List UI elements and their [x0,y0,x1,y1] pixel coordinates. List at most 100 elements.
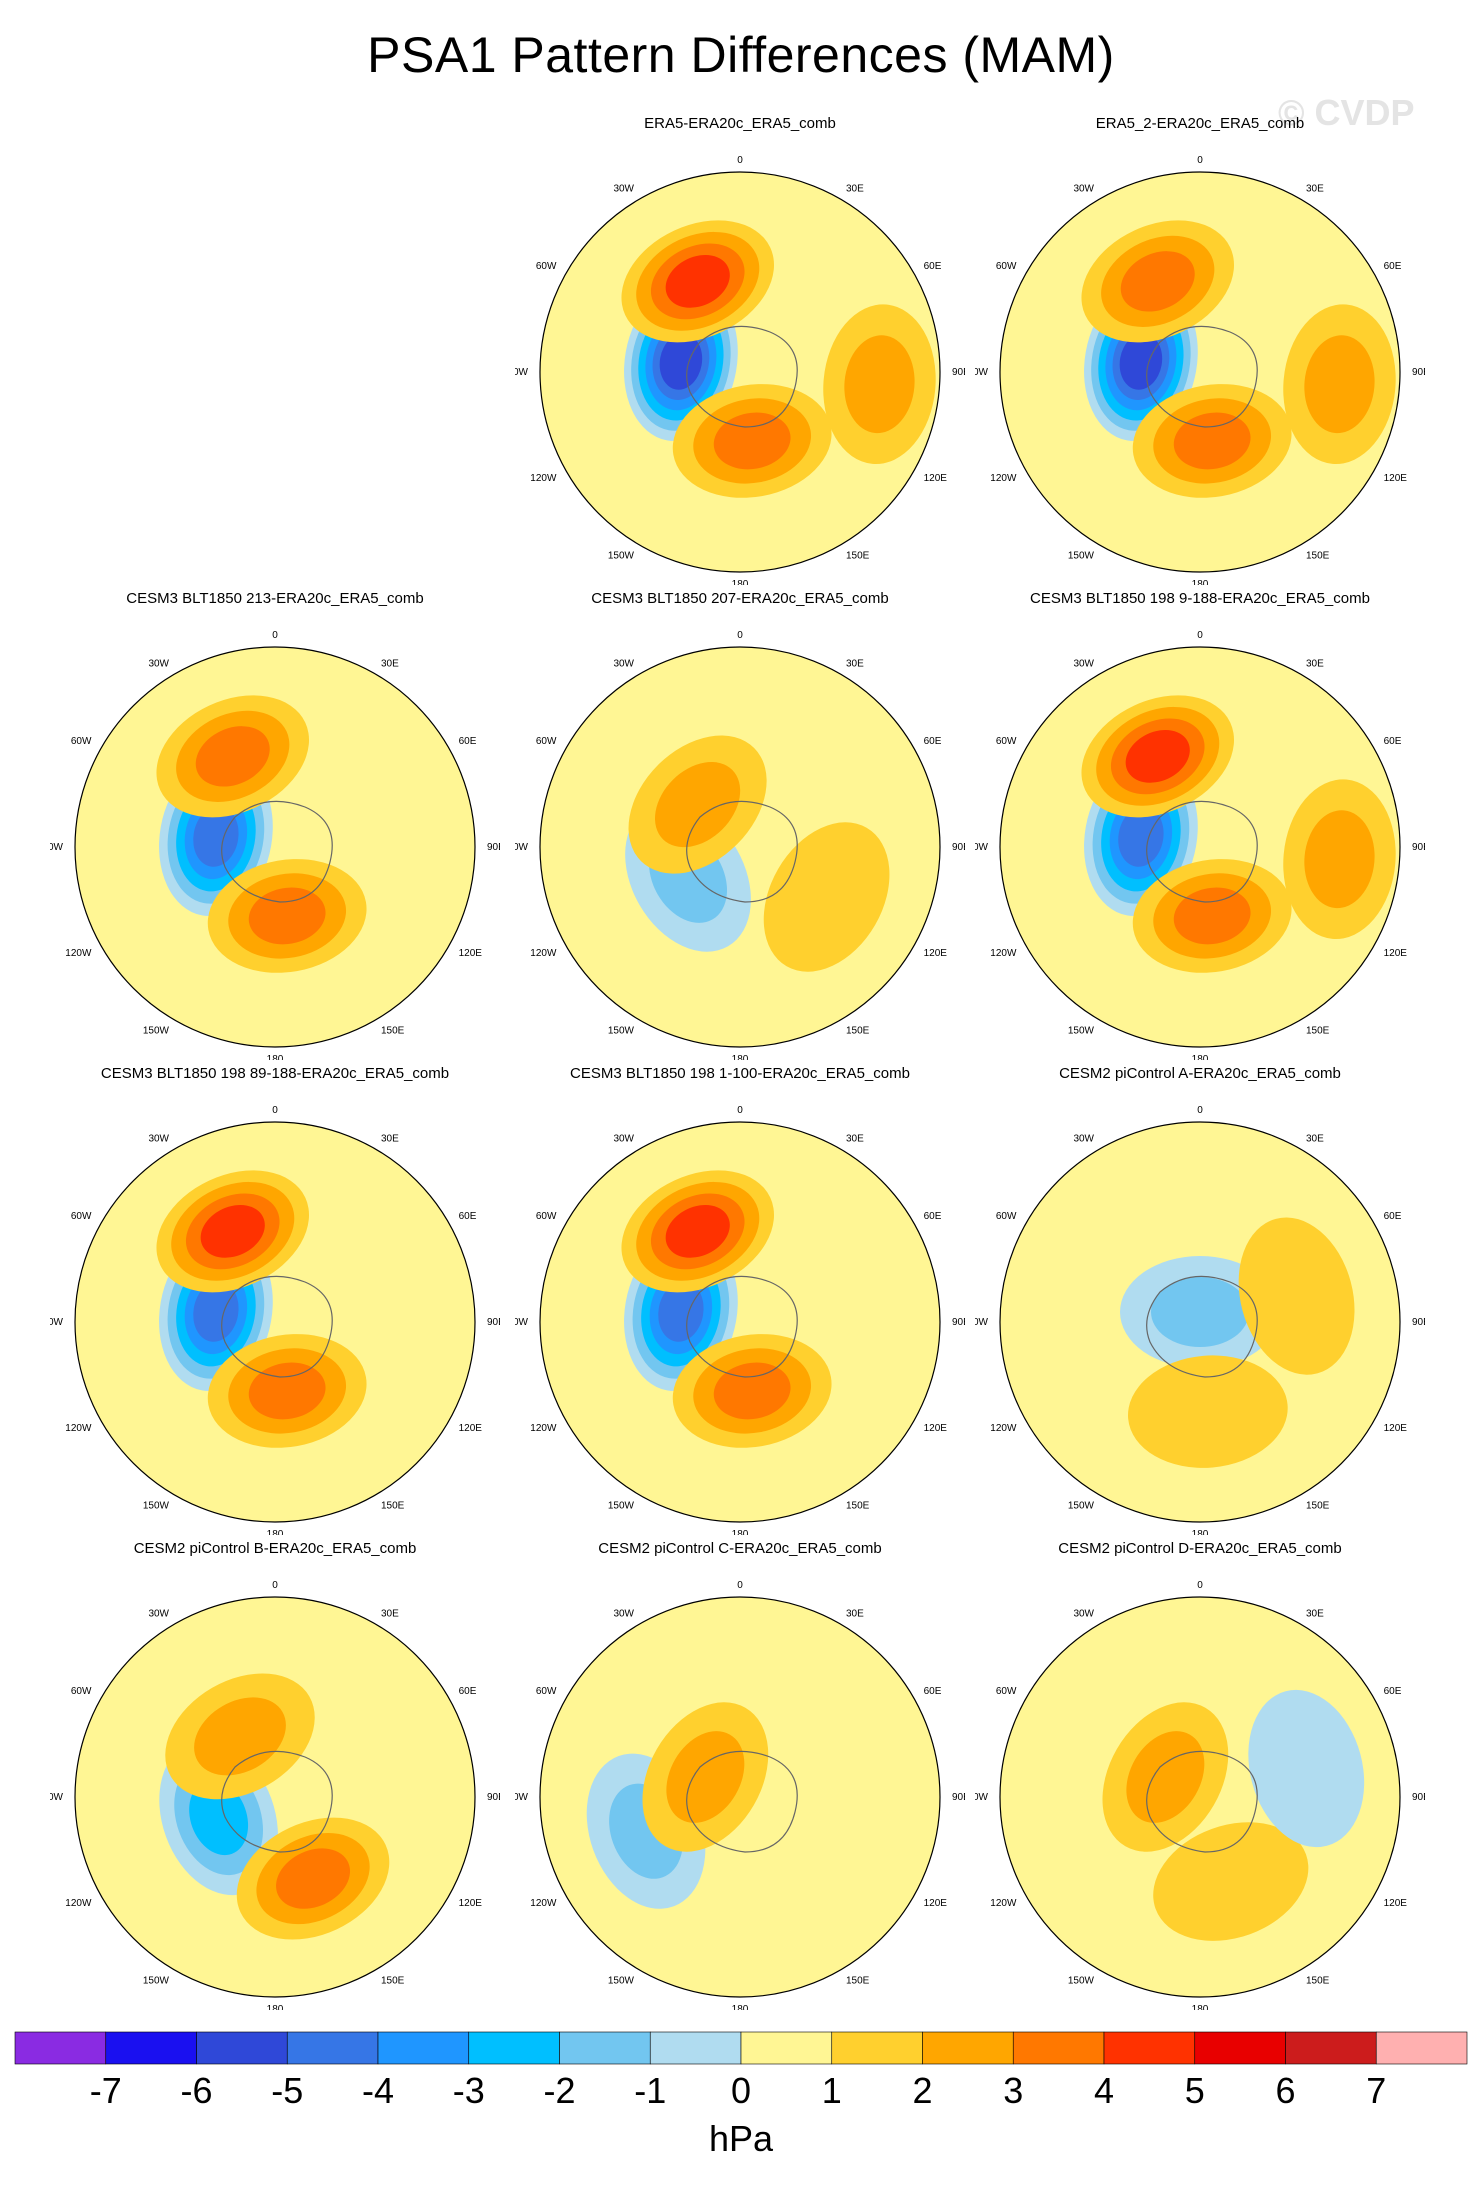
longitude-label: 30W [1073,1608,1094,1619]
longitude-label: 30E [846,183,864,194]
longitude-label: 30W [148,1133,169,1144]
colorbar-tick-label: 6 [1275,2070,1295,2111]
contour-high [713,1362,791,1420]
longitude-label: 0 [1197,630,1203,641]
polar-map: 0 30E 60E 90E 120E 150E 180 150W 120W 90W 60W 30W [975,155,1425,585]
longitude-label: 150W [143,1976,170,1987]
colorbar-tick-label: -2 [543,2070,575,2111]
longitude-label: 150W [608,1976,635,1987]
colorbar-tick-label: 5 [1185,2070,1205,2111]
longitude-label: 180 [1192,1529,1209,1535]
longitude-label: 120W [530,948,557,959]
contour-high [1153,1822,1309,1941]
contour-high [665,255,730,308]
colorbar-tick-label: 4 [1094,2070,1114,2111]
antarctica-coastline [686,325,798,428]
panel-title: CESM2 piControl C-ERA20c_ERA5_comb [598,1540,882,1557]
longitude-label: 60W [71,1686,92,1697]
colorbar-tick-label: 0 [731,2070,751,2111]
map-panel: CESM3 BLT1850 198 89-188-ERA20c_ERA5_com… [50,1065,500,1535]
colorbar-units: hPa [708,2118,774,2159]
contour-low [1119,333,1163,390]
panel-title: CESM3 BLT1850 198 1-100-ERA20c_ERA5_comb [570,1065,910,1082]
longitude-label: 60E [1384,261,1402,272]
colorbar-tick-label: 3 [1003,2070,1023,2111]
contour-high [713,412,791,470]
longitude-label: 90E [1412,367,1425,378]
longitude-label: 60W [71,736,92,747]
polar-map: 0 30E 60E 90E 120E 150E 180 150W 120W 90W 60W 30W [975,630,1425,1060]
longitude-label: 60E [1384,1211,1402,1222]
colorbar-swatch [468,2031,560,2065]
longitude-label: 30W [1073,658,1094,669]
longitude-label: 60W [996,261,1017,272]
longitude-label: 150W [1068,1501,1095,1512]
colorbar-swatch [559,2031,651,2065]
longitude-label: 120W [530,1898,557,1909]
map-panel: CESM3 BLT1850 198 9-188-ERA20c_ERA5_comb… [975,590,1425,1060]
colorbar-tick-label: -5 [271,2070,303,2111]
colorbar-swatch [196,2031,288,2065]
panel-title: ERA5_2-ERA20c_ERA5_comb [1095,115,1305,132]
longitude-label: 60W [536,261,557,272]
map-border [999,1121,1401,1523]
colorbar-swatch [831,2031,923,2065]
colorbar-tick-label: -3 [453,2070,485,2111]
longitude-label: 90E [1412,842,1425,853]
longitude-label: 150E [846,1501,870,1512]
map-border [74,1596,476,1998]
colorbar-swatch [377,2031,470,2065]
panel-title: CESM3 BLT1850 198 9-188-ERA20c_ERA5_comb [1030,590,1370,607]
contour-high [1127,1355,1288,1468]
panel-title: CESM2 piControl D-ERA20c_ERA5_comb [1058,1540,1342,1557]
contour-low [658,1281,704,1342]
longitude-label: 30E [381,658,399,669]
longitude-label: 150W [608,1501,635,1512]
longitude-label: 120W [65,1898,92,1909]
longitude-label: 120W [65,1423,92,1434]
longitude-label: 180 [1192,1054,1209,1060]
polar-map: 0 30E 60E 90E 120E 150E 180 150W 120W 90W 60W 30W [975,1580,1425,2010]
antarctica-coastline [686,1750,798,1853]
longitude-label: 90E [1412,1317,1425,1328]
longitude-label: 90E [952,1792,965,1803]
contour-low [193,1281,239,1342]
map-border [539,1596,941,1998]
longitude-label: 90W [975,1317,989,1328]
longitude-label: 120E [459,1898,483,1909]
longitude-label: 30W [613,183,634,194]
longitude-label: 180 [732,579,749,585]
antarctica-coastline [221,1275,333,1378]
longitude-label: 60E [459,1686,477,1697]
colorbar-swatch [1194,2031,1286,2065]
longitude-label: 120E [459,1423,483,1434]
longitude-label: 180 [267,2004,284,2010]
longitude-label: 30E [381,1133,399,1144]
contour-high [665,1205,730,1258]
map-panel: CESM2 piControl A-ERA20c_ERA5_comb 0 30E 60… [975,1065,1425,1535]
longitude-label: 60W [536,1686,557,1697]
contour-low [1248,1689,1365,1848]
longitude-label: 90E [487,1792,500,1803]
panel-title: CESM3 BLT1850 198 89-188-ERA20c_ERA5_com… [100,1065,450,1082]
colorbar-swatch [1103,2031,1196,2065]
colorbar-tick-label: -1 [634,2070,666,2111]
map-panel: CESM2 piControl D-ERA20c_ERA5_comb 0 30E 60… [975,1540,1425,2010]
longitude-label: 150W [608,1026,635,1037]
map-panel: CESM3 BLT1850 207-ERA20c_ERA5_comb 0 30E 60… [515,590,965,1060]
longitude-label: 120W [990,473,1017,484]
contour-high [200,1205,265,1258]
longitude-label: 180 [732,1529,749,1535]
longitude-label: 30E [846,658,864,669]
longitude-label: 90W [975,367,989,378]
polar-map: 0 30E 60E 90E 120E 150E 180 150W 120W 90W 60W 30W [515,630,965,1060]
longitude-label: 60E [924,261,942,272]
longitude-label: 120W [990,1898,1017,1909]
colorbar-swatch [286,2031,379,2065]
colorbar-swatch [1375,2031,1468,2065]
longitude-label: 180 [732,1054,749,1060]
map-panel: CESM3 BLT1850 213-ERA20c_ERA5_comb 0 30E 60… [50,590,500,1060]
longitude-label: 30W [613,658,634,669]
longitude-label: 90E [952,842,965,853]
longitude-label: 0 [737,155,743,166]
